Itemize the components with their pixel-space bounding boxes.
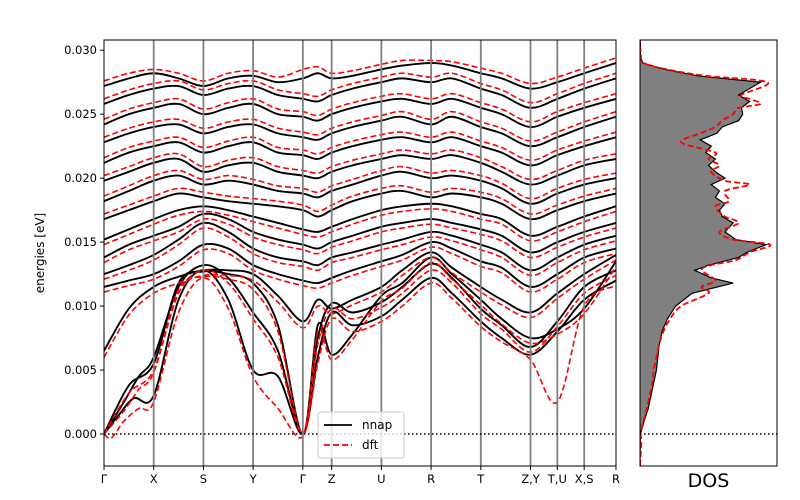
y-tick-label: 0.025 (64, 107, 97, 121)
y-tick-label: 0.010 (64, 299, 97, 313)
band-line-nnap (104, 269, 616, 435)
band-line-dft (104, 57, 616, 85)
x-tick-label: Z (328, 472, 336, 486)
y-tick-label: 0.020 (64, 171, 97, 185)
band-line-dft (104, 72, 616, 104)
dos-axes: DOS (639, 39, 778, 492)
band-line-nnap (104, 241, 616, 288)
legend-entry-dft[interactable]: dft (324, 438, 379, 452)
x-tick-label: R (427, 472, 435, 486)
y-tick-label: 0.000 (64, 427, 97, 441)
band-line-dft (104, 218, 616, 264)
band-line-dft (104, 149, 616, 181)
dos-axis-title: DOS (688, 470, 730, 492)
legend-label-dft: dft (362, 438, 379, 452)
band-line-nnap (104, 212, 616, 259)
band-line-dft (104, 92, 616, 123)
x-tick-label: T (476, 472, 485, 486)
band-structure-axes: 0.000 0.005 0.010 0.015 0.020 0.025 0.030 Γ X S Y… (33, 39, 620, 486)
band-plot-frame (103, 39, 617, 467)
band-line-nnap (104, 115, 616, 148)
legend-box (317, 411, 405, 459)
x-tick-label: S (200, 472, 207, 486)
band-line-dft (104, 208, 616, 246)
band-line-nnap (104, 170, 616, 205)
band-line-dft (104, 184, 616, 215)
y-axis-ticks: 0.000 0.005 0.010 0.015 0.020 0.025 0.030 (64, 43, 104, 441)
band-line-nnap (104, 221, 616, 276)
x-tick-label: Γ (300, 472, 307, 486)
band-line-dft (104, 131, 616, 162)
band-line-nnap (104, 136, 616, 167)
band-line-dft (104, 110, 616, 142)
band-lines (104, 57, 616, 440)
x-tick-label: X,S (575, 472, 594, 486)
band-line-nnap (104, 77, 616, 109)
x-tick-label: Z,Y (521, 472, 541, 486)
x-axis-kpath-ticks: Γ X S Y Γ Z U R T Z,Y T,U X,S R (101, 466, 620, 486)
legend-entry-nnap[interactable]: nnap (324, 418, 392, 432)
band-line-dft (104, 246, 616, 293)
x-tick-label: Y (249, 472, 258, 486)
y-axis-title: energies [eV] (33, 213, 47, 293)
dos-area-nnap (640, 40, 767, 466)
legend: nnap dft (317, 411, 405, 459)
x-tick-label: Γ (101, 472, 108, 486)
band-line-nnap (104, 154, 616, 186)
band-line-dft (104, 227, 616, 280)
band-line-nnap (104, 189, 616, 221)
y-tick-label: 0.005 (64, 363, 97, 377)
kpath-divider-lines (152, 40, 586, 466)
y-tick-label: 0.015 (64, 235, 97, 249)
x-tick-label: T,U (547, 472, 567, 486)
band-line-nnap (104, 202, 616, 241)
band-line-nnap (104, 97, 616, 128)
band-line-nnap (104, 62, 616, 90)
x-tick-label: X (150, 472, 158, 486)
band-line-dft (104, 269, 616, 435)
dos-plot-frame (639, 39, 778, 467)
band-line-nnap (104, 251, 616, 352)
y-tick-label: 0.030 (64, 43, 97, 57)
band-line-dft (104, 256, 616, 358)
band-line-dft (104, 165, 616, 200)
band-line-dft (104, 277, 616, 440)
legend-label-nnap: nnap (362, 418, 392, 432)
x-tick-label: R (612, 472, 620, 486)
x-tick-label: U (377, 472, 385, 486)
dos-line-dft (640, 40, 772, 466)
